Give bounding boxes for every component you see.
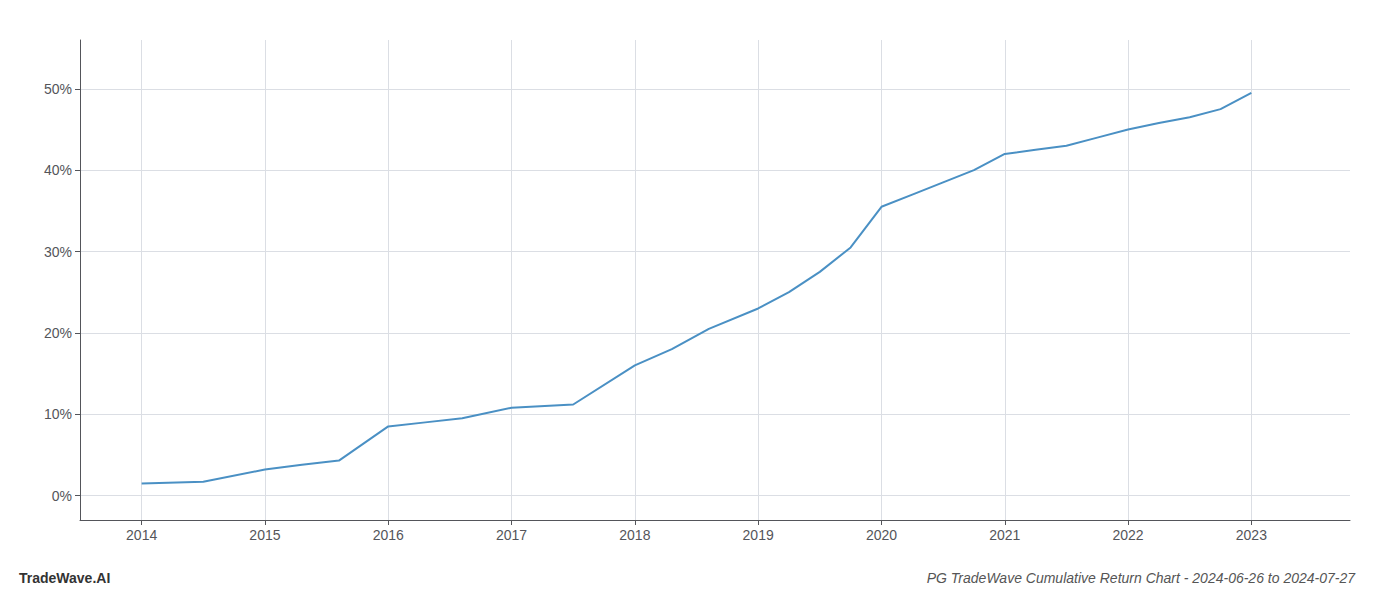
svg-text:2017: 2017	[496, 527, 527, 543]
svg-text:2019: 2019	[743, 527, 774, 543]
svg-text:2020: 2020	[866, 527, 897, 543]
svg-text:2015: 2015	[249, 527, 280, 543]
svg-text:2014: 2014	[126, 527, 157, 543]
svg-text:50%: 50%	[44, 81, 72, 97]
svg-text:10%: 10%	[44, 406, 72, 422]
svg-text:40%: 40%	[44, 162, 72, 178]
svg-text:20%: 20%	[44, 325, 72, 341]
svg-text:0%: 0%	[52, 488, 72, 504]
svg-text:PG TradeWave Cumulative Return: PG TradeWave Cumulative Return Chart - 2…	[927, 570, 1356, 586]
svg-text:2023: 2023	[1236, 527, 1267, 543]
svg-text:2021: 2021	[989, 527, 1020, 543]
svg-text:2018: 2018	[619, 527, 650, 543]
svg-text:2016: 2016	[373, 527, 404, 543]
svg-text:30%: 30%	[44, 244, 72, 260]
svg-text:2022: 2022	[1112, 527, 1143, 543]
svg-text:TradeWave.AI: TradeWave.AI	[19, 570, 110, 586]
